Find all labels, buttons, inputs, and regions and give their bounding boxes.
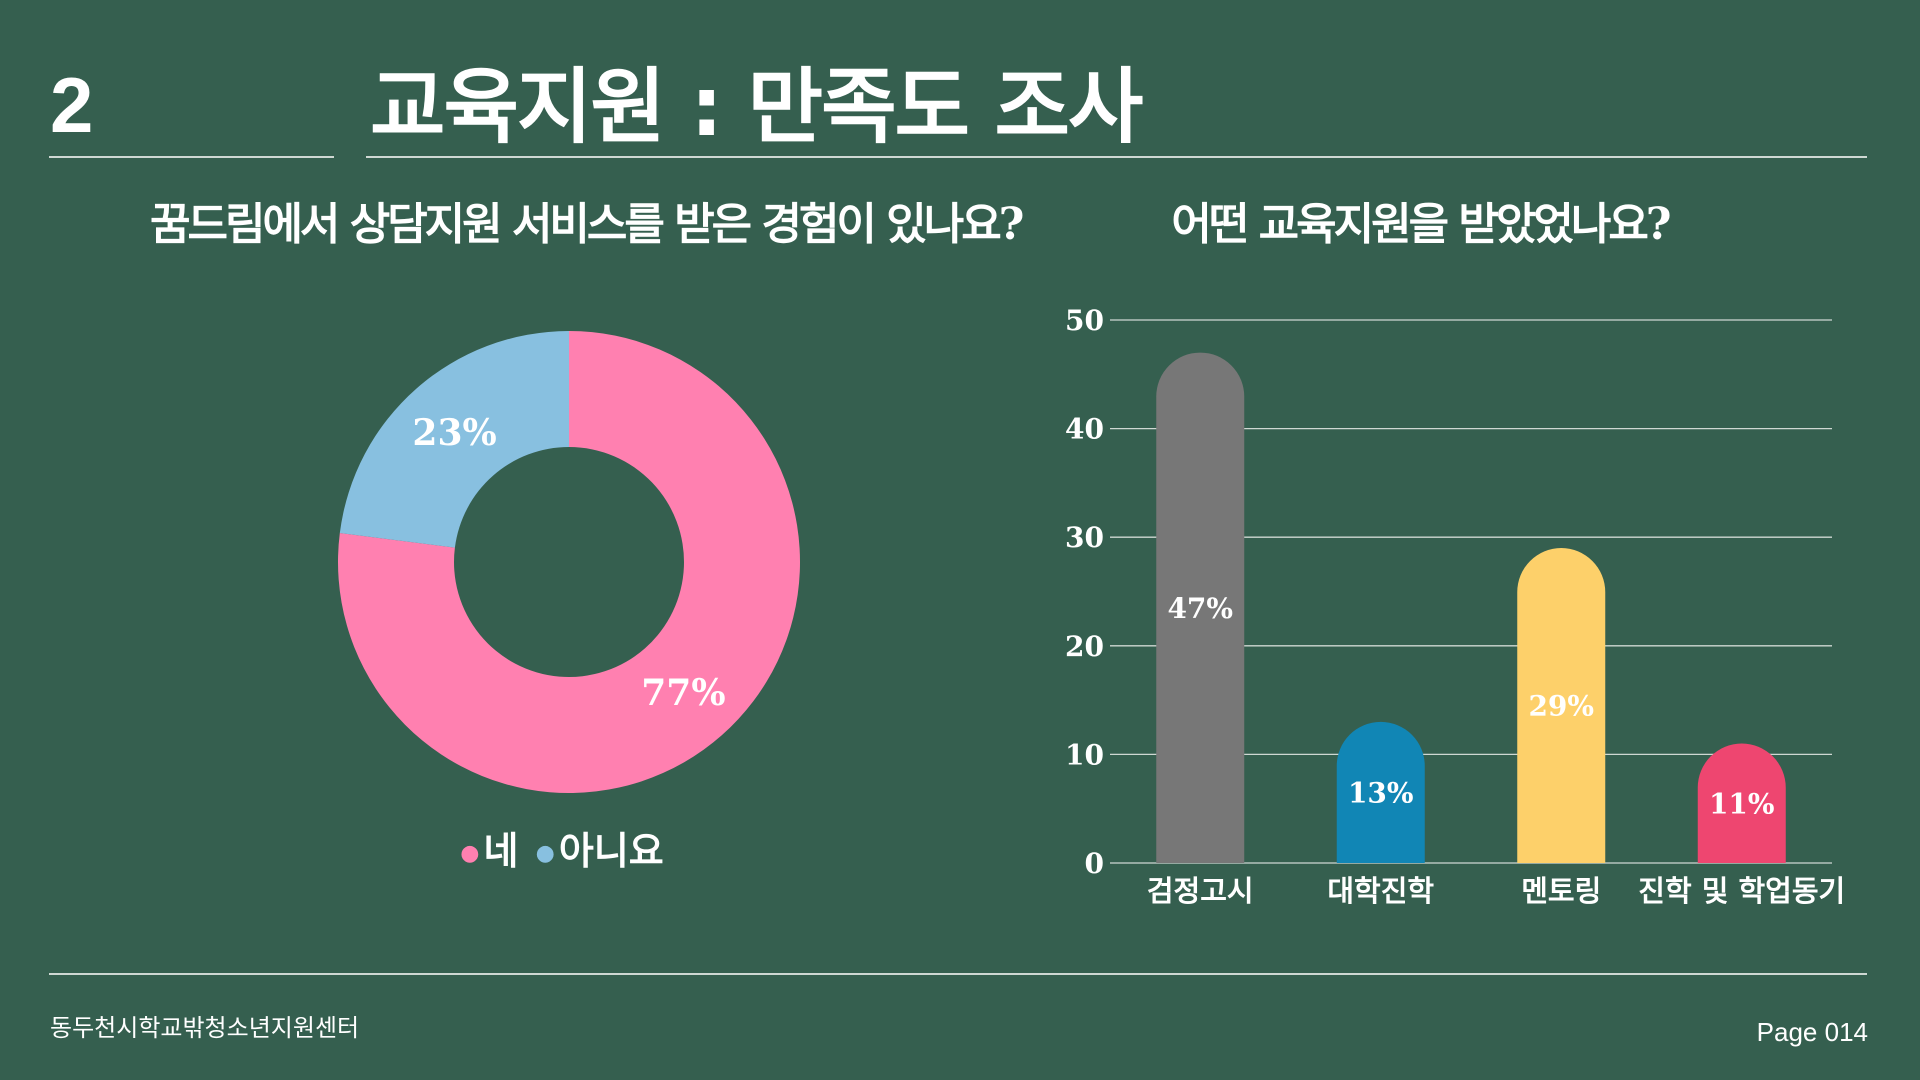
y-tick-label: 20 bbox=[1065, 630, 1104, 663]
legend-yes-marker: ● bbox=[460, 841, 480, 866]
x-category-label: 진학 및 학업동기 bbox=[1638, 874, 1845, 908]
y-tick-label: 40 bbox=[1065, 413, 1104, 446]
y-tick-label: 30 bbox=[1065, 521, 1104, 554]
x-category-label: 멘토링 bbox=[1521, 874, 1601, 908]
bar-data-label: 29% bbox=[1528, 690, 1594, 723]
legend-no-label: 아니요 bbox=[558, 829, 664, 873]
bar bbox=[1517, 548, 1606, 863]
bar-data-label: 11% bbox=[1709, 787, 1775, 820]
donut-chart-title: 꿈드림에서 상담지원 서비스를 받은 경험이 있나요? bbox=[150, 199, 1024, 250]
bar bbox=[1697, 743, 1786, 863]
donut-chart: 77% 23% bbox=[338, 331, 800, 793]
bar bbox=[1156, 352, 1245, 863]
donut-slice-no bbox=[339, 331, 569, 548]
page-title: 교육지원 : 만족도 조사 bbox=[370, 60, 1143, 155]
bar bbox=[1336, 721, 1425, 863]
y-tick-label: 10 bbox=[1065, 738, 1104, 771]
x-category-label: 검정고시 bbox=[1147, 874, 1254, 908]
footer-divider bbox=[49, 973, 1867, 975]
bar-chart-title: 어떤 교육지원을 받았었나요? bbox=[1171, 199, 1671, 250]
footer-organization: 동두천시학교밖청소년지원센터 bbox=[50, 1014, 360, 1042]
donut-data-label: 77% bbox=[641, 672, 725, 714]
legend-no-marker: ● bbox=[535, 841, 555, 866]
page-number: Page 014 bbox=[1756, 1017, 1868, 1047]
legend-yes-label: 네 bbox=[483, 829, 519, 873]
donut-slice-yes bbox=[338, 331, 800, 793]
x-category-label: 대학진학 bbox=[1327, 874, 1434, 908]
y-tick-label: 50 bbox=[1065, 304, 1104, 337]
donut-legend: ● 네 ● 아니요 bbox=[360, 820, 760, 875]
header-divider-left bbox=[49, 156, 334, 158]
donut-data-label: 23% bbox=[412, 412, 496, 454]
y-tick-label: 0 bbox=[1085, 847, 1104, 880]
bar-chart: 0 10 20 30 40 50 47% 검정고시 13% 대학진학 29% 멘토링 11% 진학 및 학… bbox=[1065, 304, 1845, 908]
header-divider-right bbox=[366, 156, 1867, 158]
bar-data-label: 47% bbox=[1167, 592, 1233, 625]
bar-data-label: 13% bbox=[1348, 776, 1414, 809]
section-number: 2 bbox=[50, 61, 94, 149]
